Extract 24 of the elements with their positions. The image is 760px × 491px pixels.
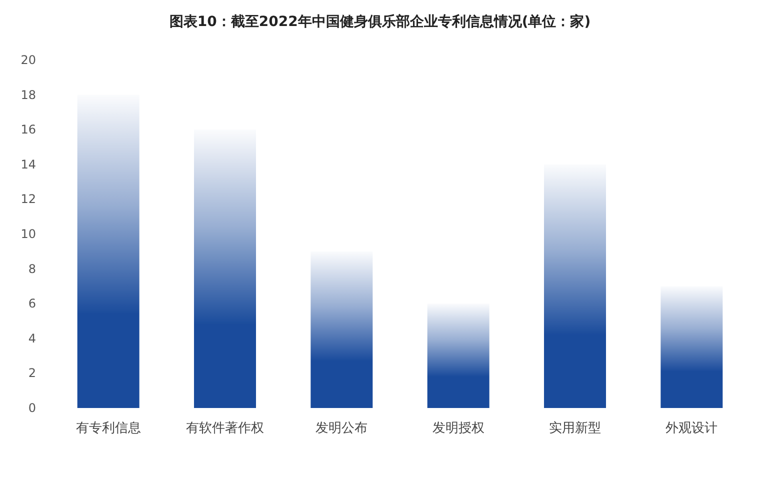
x-tick-label: 实用新型 [549, 421, 601, 436]
bar [427, 304, 490, 408]
y-tick-label: 8 [28, 262, 36, 276]
bar [310, 251, 373, 408]
x-tick-label: 发明授权 [432, 421, 484, 436]
y-tick-label: 0 [28, 401, 36, 415]
y-tick-label: 6 [28, 296, 36, 311]
y-tick-label: 10 [20, 227, 36, 241]
y-tick-label: 16 [20, 122, 36, 137]
bar [544, 164, 606, 408]
bar [194, 130, 256, 408]
x-tick-label: 发明公布 [316, 421, 368, 436]
x-tick-label: 有软件著作权 [186, 421, 264, 436]
y-tick-label: 20 [20, 53, 36, 67]
x-tick-label: 外观设计 [666, 421, 718, 436]
bar [660, 286, 723, 408]
bar [77, 94, 140, 408]
chart-title: 图表10：截至2022年中国健身俱乐部企业专利信息情况(单位：家) [169, 13, 591, 30]
y-tick-label: 2 [28, 366, 36, 380]
y-tick-label: 18 [20, 88, 36, 102]
y-tick-label: 14 [20, 157, 36, 172]
x-tick-label: 有专利信息 [76, 421, 141, 436]
y-tick-label: 12 [20, 192, 36, 206]
y-tick-label: 4 [28, 331, 36, 346]
